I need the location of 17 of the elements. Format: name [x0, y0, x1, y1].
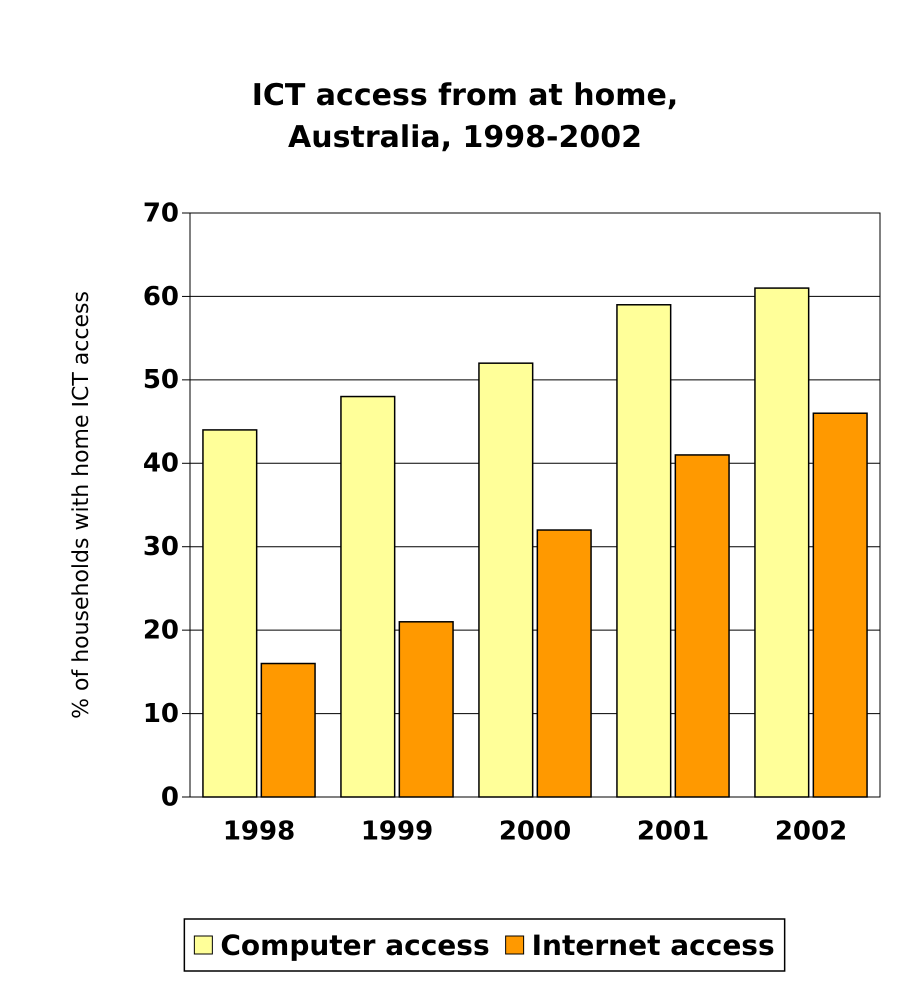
chart-title: ICT access from at home, Australia, 1998-2002 — [252, 78, 678, 155]
x-tick-label: 2002 — [774, 816, 848, 846]
legend-label: Computer access — [220, 928, 490, 962]
y-tick-label: 10 — [142, 698, 179, 729]
x-tick-label: 2001 — [636, 816, 710, 846]
y-tick-label: 30 — [142, 532, 179, 562]
y-tick-label: 20 — [142, 615, 179, 646]
x-tick-label: 1999 — [360, 816, 434, 846]
x-tick-label: 2000 — [498, 816, 572, 846]
y-axis-title: % of households with home ICT access — [69, 291, 94, 719]
x-tick-label: 1998 — [222, 816, 296, 846]
legend-label: Internet access — [532, 928, 775, 962]
y-tick-label: 60 — [142, 282, 179, 312]
y-tick-label: 0 — [160, 782, 179, 812]
y-tick-label: 40 — [142, 448, 179, 479]
y-tick-label: 50 — [142, 365, 179, 396]
y-tick-label: 70 — [142, 198, 179, 228]
